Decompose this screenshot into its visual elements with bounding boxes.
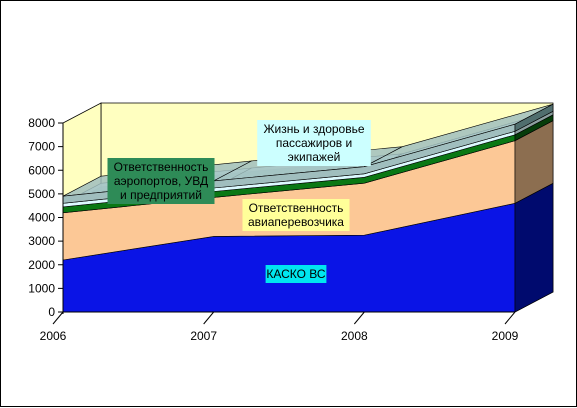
x-tick-mark xyxy=(203,311,215,325)
annotation-text: аэропортов, УВД xyxy=(114,174,208,188)
tick-labels: 0 1000 2000 3000 4000 5000 6000 7000 8000 2006 200… xyxy=(28,116,518,343)
x-tick-label: 2009 xyxy=(492,329,519,343)
annotation-box xyxy=(265,265,327,283)
annotation-box xyxy=(242,199,350,231)
axes xyxy=(52,122,516,325)
y-tick-label: 1000 xyxy=(28,281,55,295)
annotation-text: Жизнь и здоровье xyxy=(263,122,364,136)
y-tick-label: 6000 xyxy=(28,163,55,177)
x-tick-mark xyxy=(353,311,365,325)
annotation-text: КАСКО ВС xyxy=(266,267,326,281)
annotation-text: Ответственность xyxy=(114,160,209,174)
annotation-text: пассажиров и xyxy=(276,136,352,150)
y-tick-label: 8000 xyxy=(28,116,55,130)
annotation-text: и предприятий xyxy=(120,188,202,202)
series-4-side xyxy=(514,103,554,132)
y-tick-label: 7000 xyxy=(28,140,55,154)
y-tick-label: 5000 xyxy=(28,187,55,201)
x-tick-label: 2007 xyxy=(190,329,217,343)
annotation-text: экипажей xyxy=(288,150,341,164)
annotation-text: авиаперевозчика xyxy=(248,215,344,229)
x-tick-mark xyxy=(52,311,64,325)
y-tick-label: 0 xyxy=(48,305,55,319)
annotation-box xyxy=(257,120,371,166)
annotation-0: КАСКО ВС xyxy=(265,265,327,283)
x-tick-mark xyxy=(504,311,516,325)
annotations: КАСКО ВСОтветственностьавиаперевозчикаОт… xyxy=(107,120,371,283)
annotation-text: Ответственность xyxy=(249,201,344,215)
y-tick-label: 4000 xyxy=(28,211,55,225)
y-tick-label: 3000 xyxy=(28,234,55,248)
annotation-box xyxy=(107,158,215,204)
x-tick-label: 2006 xyxy=(40,329,67,343)
y-tick-label: 2000 xyxy=(28,258,55,272)
x-tick-label: 2008 xyxy=(341,329,368,343)
series-0-side xyxy=(514,182,554,313)
